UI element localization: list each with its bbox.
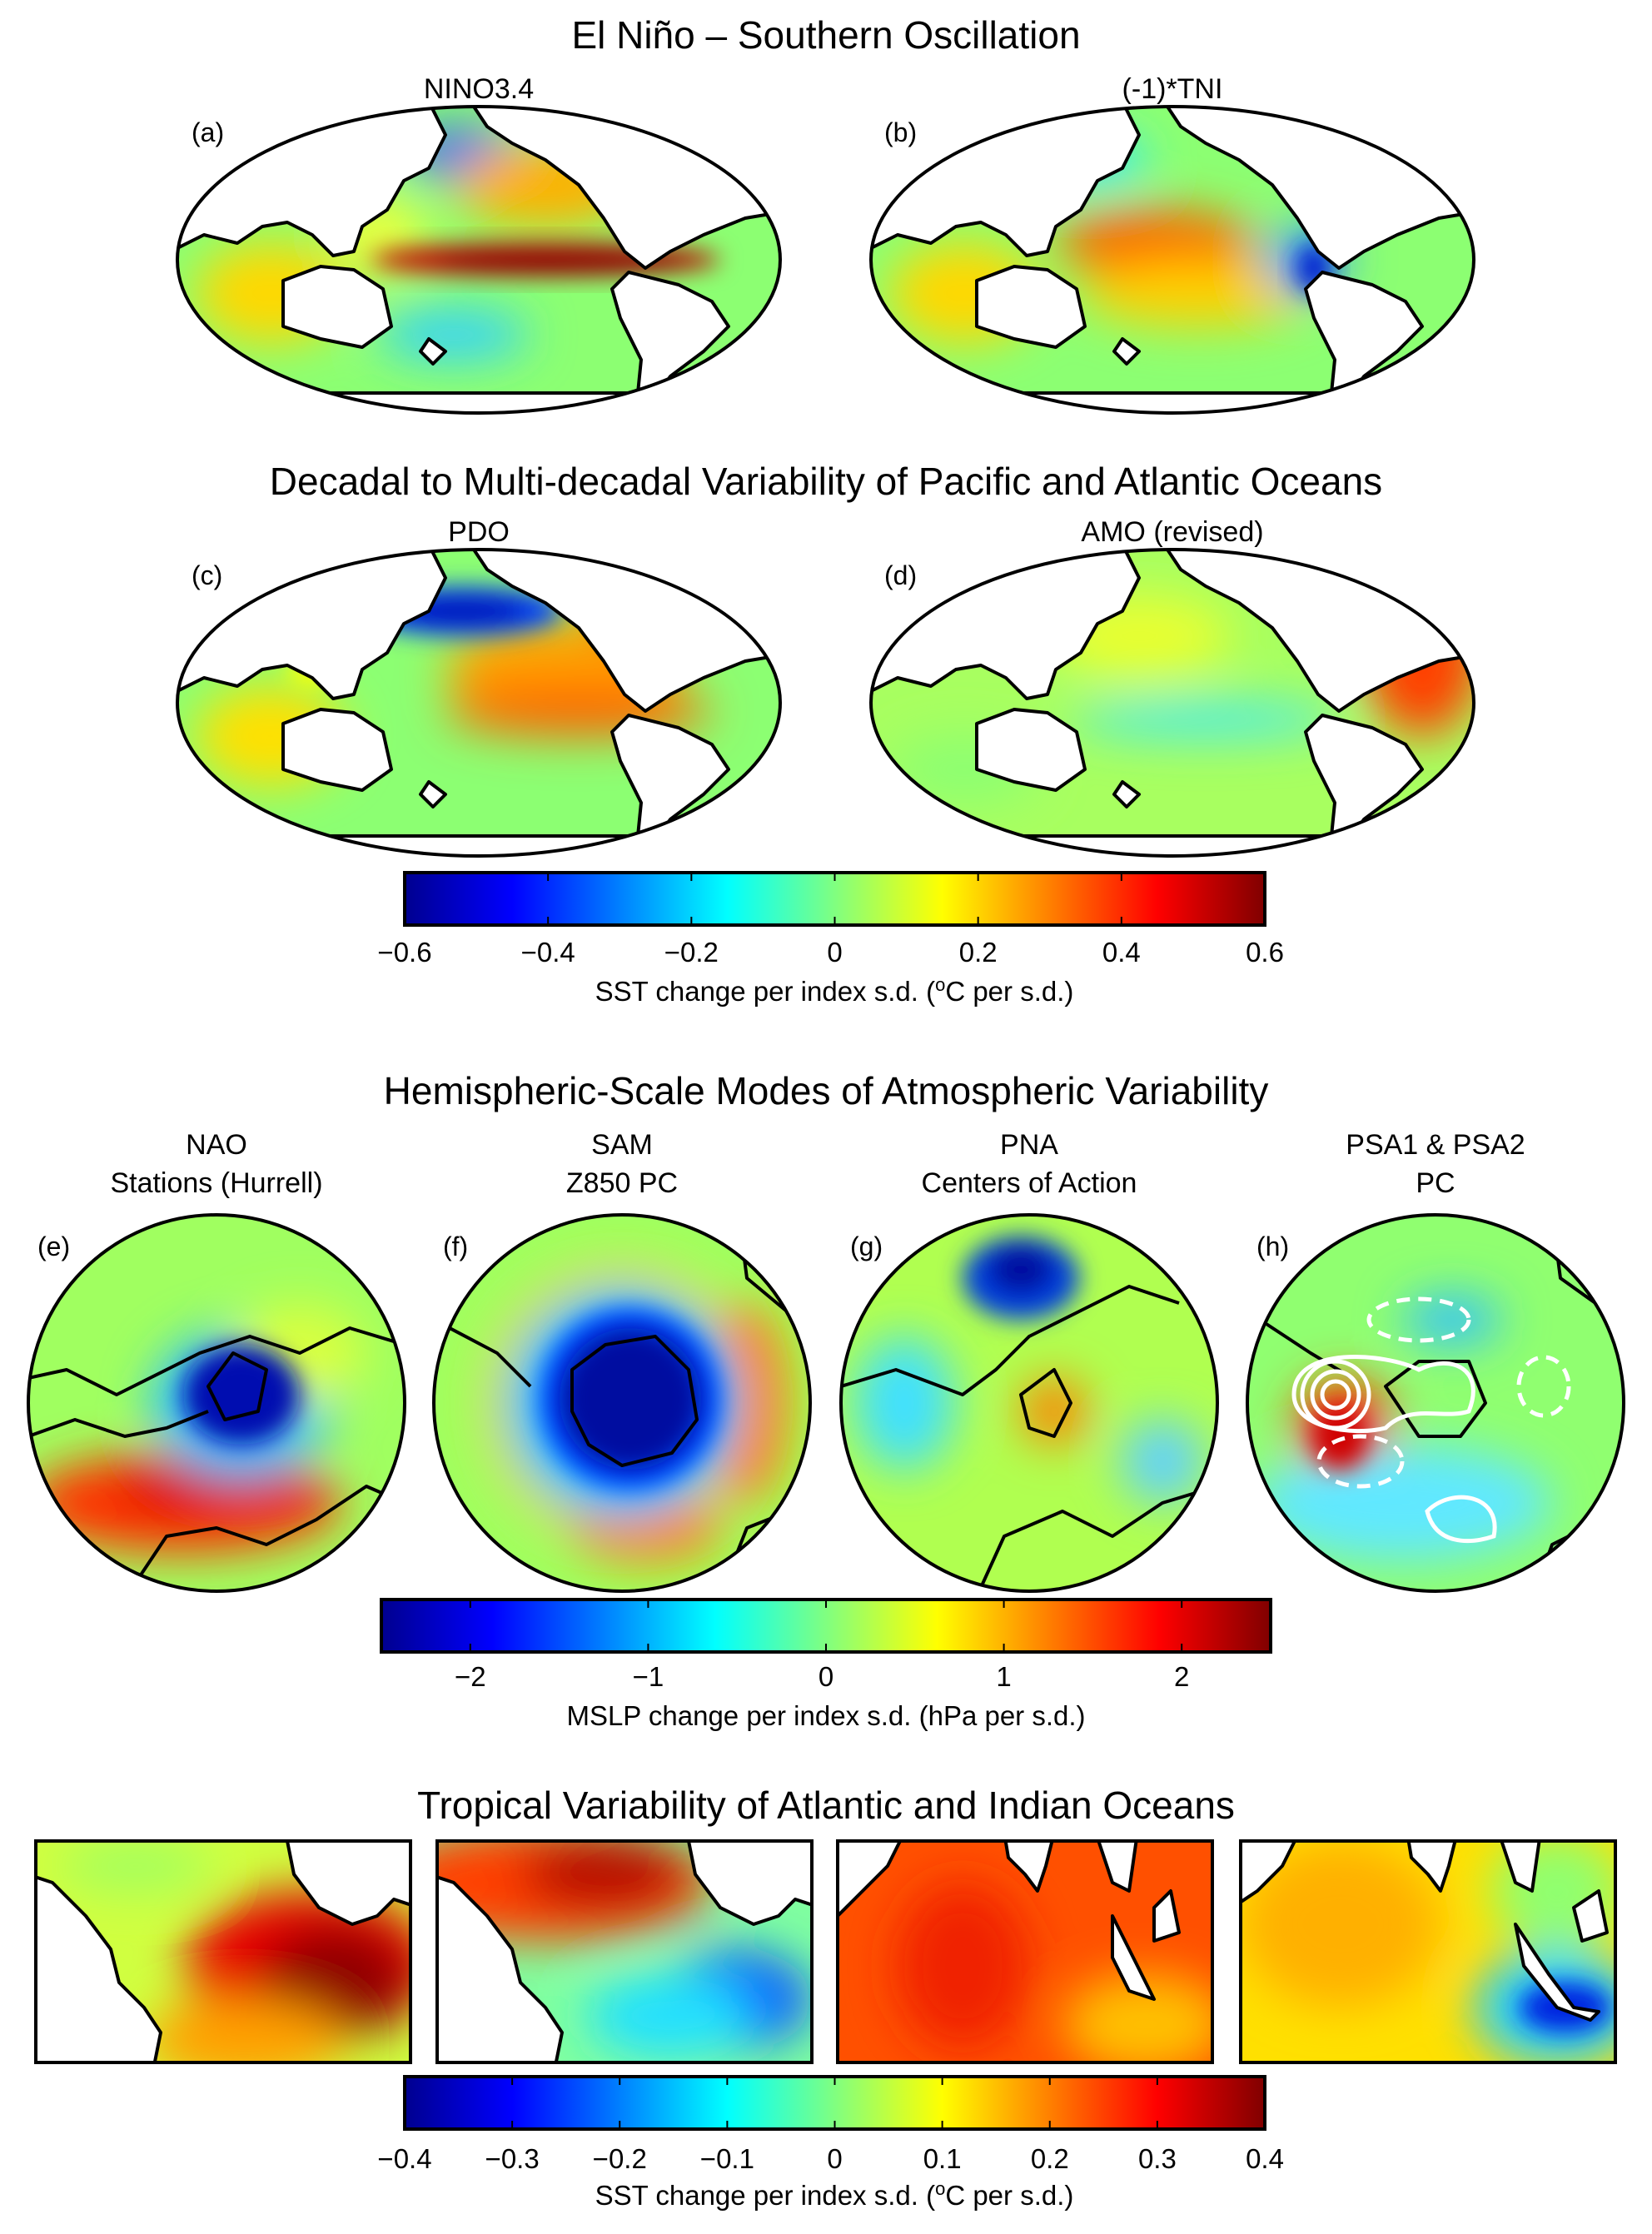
colorbar-tick-label: −0.3 [485,2143,540,2174]
colorbar-tick-label: −0.6 [377,937,431,968]
panel-c-title: PDO [448,516,510,548]
map-panel-a [176,105,782,415]
colorbar-tick-label: 0 [819,1661,833,1692]
section-title-decadal: Decadal to Multi-decadal Variability of … [270,460,1382,503]
panel-d-title: AMO (revised) [1081,516,1263,548]
colorbar-tick-label: −0.1 [700,2143,754,2174]
map-panel-c [176,548,782,858]
panel-d-tag: (d) [884,560,917,590]
map-panel-j [435,1839,814,2064]
colorbar-sst-tropical: −0.4 −0.3 −0.2 −0.1 0 0.1 0.2 0.3 0.4 SST change… [377,2075,1284,2211]
map-panel-k [836,1839,1214,2064]
colorbar-mslp-label: MSLP change per index s.d. (hPa per s.d.… [566,1700,1085,1731]
map-panel-b [869,105,1475,415]
map-panel-i [34,1839,412,2064]
panel-tag: (f) [443,1231,468,1261]
panel-subtitle: Z850 PC [566,1167,678,1199]
panel-b-title: (-1)*TNI [1122,73,1223,105]
colorbar-sst-tropical-label: SST change per index s.d. (oC per s.d.) [595,2178,1074,2211]
panel-tag: (g) [850,1231,883,1261]
colorbar-tick-label: 0.3 [1138,2143,1177,2174]
colorbar-tick-label: 0 [827,937,842,968]
map-panel-l [1239,1839,1617,2064]
panel-subtitle: Centers of Action [922,1167,1137,1199]
colorbar-tick-label: 0.4 [1246,2143,1284,2174]
colorbar-sst-global: −0.6 −0.4 −0.2 0 0.2 0.4 0.6 SST change per in… [377,871,1284,1007]
colorbar-tick-label: −0.2 [593,2143,647,2174]
panel-subtitle: Stations (Hurrell) [110,1167,322,1199]
colorbar-tick-label: 0.2 [1031,2143,1069,2174]
panel-title: PSA1 & PSA2 [1346,1129,1525,1161]
panel-b-tag: (b) [884,117,917,147]
colorbar-tick-label: −0.4 [377,2143,431,2174]
colorbar-tick-label: 0 [827,2143,842,2174]
map-panel-g [839,1213,1219,1593]
panel-subtitle: PC [1416,1167,1455,1199]
panel-a-title: NINO3.4 [424,73,534,105]
colorbar-tick-label: −0.2 [664,937,719,968]
colorbar-tick-label: 0.2 [959,937,998,968]
colorbar-tick-label: 0.6 [1246,937,1284,968]
section-title-enso: El Niño – Southern Oscillation [571,13,1080,57]
map-panel-e [27,1213,406,1593]
panel-tag: (h) [1256,1231,1289,1261]
section-title-atmospheric: Hemispheric-Scale Modes of Atmospheric V… [384,1069,1269,1112]
colorbar-mslp: −2 −1 0 1 2 MSLP change per index s.d. (hPa … [380,1598,1272,1731]
colorbar-tick-label: 2 [1174,1661,1189,1692]
panel-c-tag: (c) [192,560,222,590]
colorbar-tick-label: 0.4 [1102,937,1141,968]
panel-a-tag: (a) [192,117,224,147]
panel-title: PNA [1000,1129,1058,1161]
colorbar-tick-label: −1 [633,1661,664,1692]
panel-title: NAO [186,1129,247,1161]
map-panel-f [432,1213,812,1593]
panel-tag: (e) [37,1231,70,1261]
map-panel-h [1246,1213,1625,1593]
colorbar-tick-label: −0.4 [521,937,575,968]
map-panel-d [869,548,1475,858]
panel-title: SAM [591,1129,653,1161]
section-title-tropical: Tropical Variability of Atlantic and Ind… [417,1784,1235,1827]
colorbar-sst-global-label: SST change per index s.d. (oC per s.d.) [595,974,1074,1007]
colorbar-tick-label: 1 [996,1661,1011,1692]
colorbar-tick-label: −2 [455,1661,486,1692]
colorbar-tick-label: 0.1 [923,2143,962,2174]
